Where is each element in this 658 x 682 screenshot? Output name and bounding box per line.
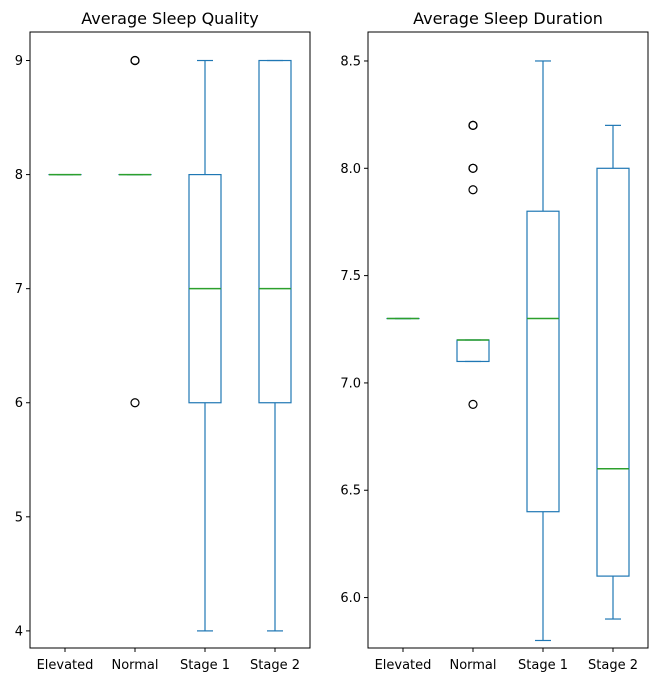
outlier-point bbox=[130, 398, 140, 408]
outlier-point bbox=[468, 399, 478, 409]
box-iqr bbox=[526, 210, 560, 513]
outlier-point bbox=[468, 163, 478, 173]
x-tick-label: Stage 2 bbox=[588, 658, 638, 673]
x-tick-label: Elevated bbox=[37, 658, 94, 673]
x-tick-label: Stage 1 bbox=[518, 658, 568, 673]
plot-frame bbox=[367, 31, 649, 649]
y-tick-label: 6.5 bbox=[340, 484, 361, 499]
outlier-point bbox=[468, 185, 478, 195]
sleep-duration-panel: Average Sleep Duration 6.0 6.5 7.0 7.5 8.0 8.… bbox=[340, 9, 649, 673]
y-tick-label: 8.0 bbox=[340, 162, 361, 177]
box-iqr bbox=[258, 59, 292, 404]
y-tick-label: 8 bbox=[15, 168, 23, 183]
box-iqr bbox=[456, 339, 490, 363]
y-tick-label: 5 bbox=[15, 510, 23, 525]
plot-frame bbox=[29, 31, 311, 649]
x-tick-label: Stage 2 bbox=[250, 658, 300, 673]
sleep-duration-title: Average Sleep Duration bbox=[413, 9, 603, 28]
x-tick-label: Normal bbox=[111, 658, 158, 673]
x-tick-label: Stage 1 bbox=[180, 658, 230, 673]
y-tick-label: 7.5 bbox=[340, 269, 361, 284]
y-tick-label: 4 bbox=[15, 624, 23, 639]
sleep-quality-title: Average Sleep Quality bbox=[81, 9, 259, 28]
outlier-point bbox=[468, 120, 478, 130]
y-tick-label: 9 bbox=[15, 54, 23, 69]
sleep-quality-panel: Average Sleep Quality 4 5 6 7 8 9 Elevated Norm… bbox=[15, 9, 311, 673]
x-tick-label: Elevated bbox=[375, 658, 432, 673]
y-tick-label: 6 bbox=[15, 396, 23, 411]
box-iqr bbox=[596, 167, 630, 577]
y-tick-label: 7.0 bbox=[340, 376, 361, 391]
y-tick-label: 8.5 bbox=[340, 54, 361, 69]
y-tick-label: 6.0 bbox=[340, 591, 361, 606]
outlier-point bbox=[130, 55, 140, 66]
y-tick-label: 7 bbox=[15, 282, 23, 297]
x-tick-label: Normal bbox=[449, 658, 496, 673]
